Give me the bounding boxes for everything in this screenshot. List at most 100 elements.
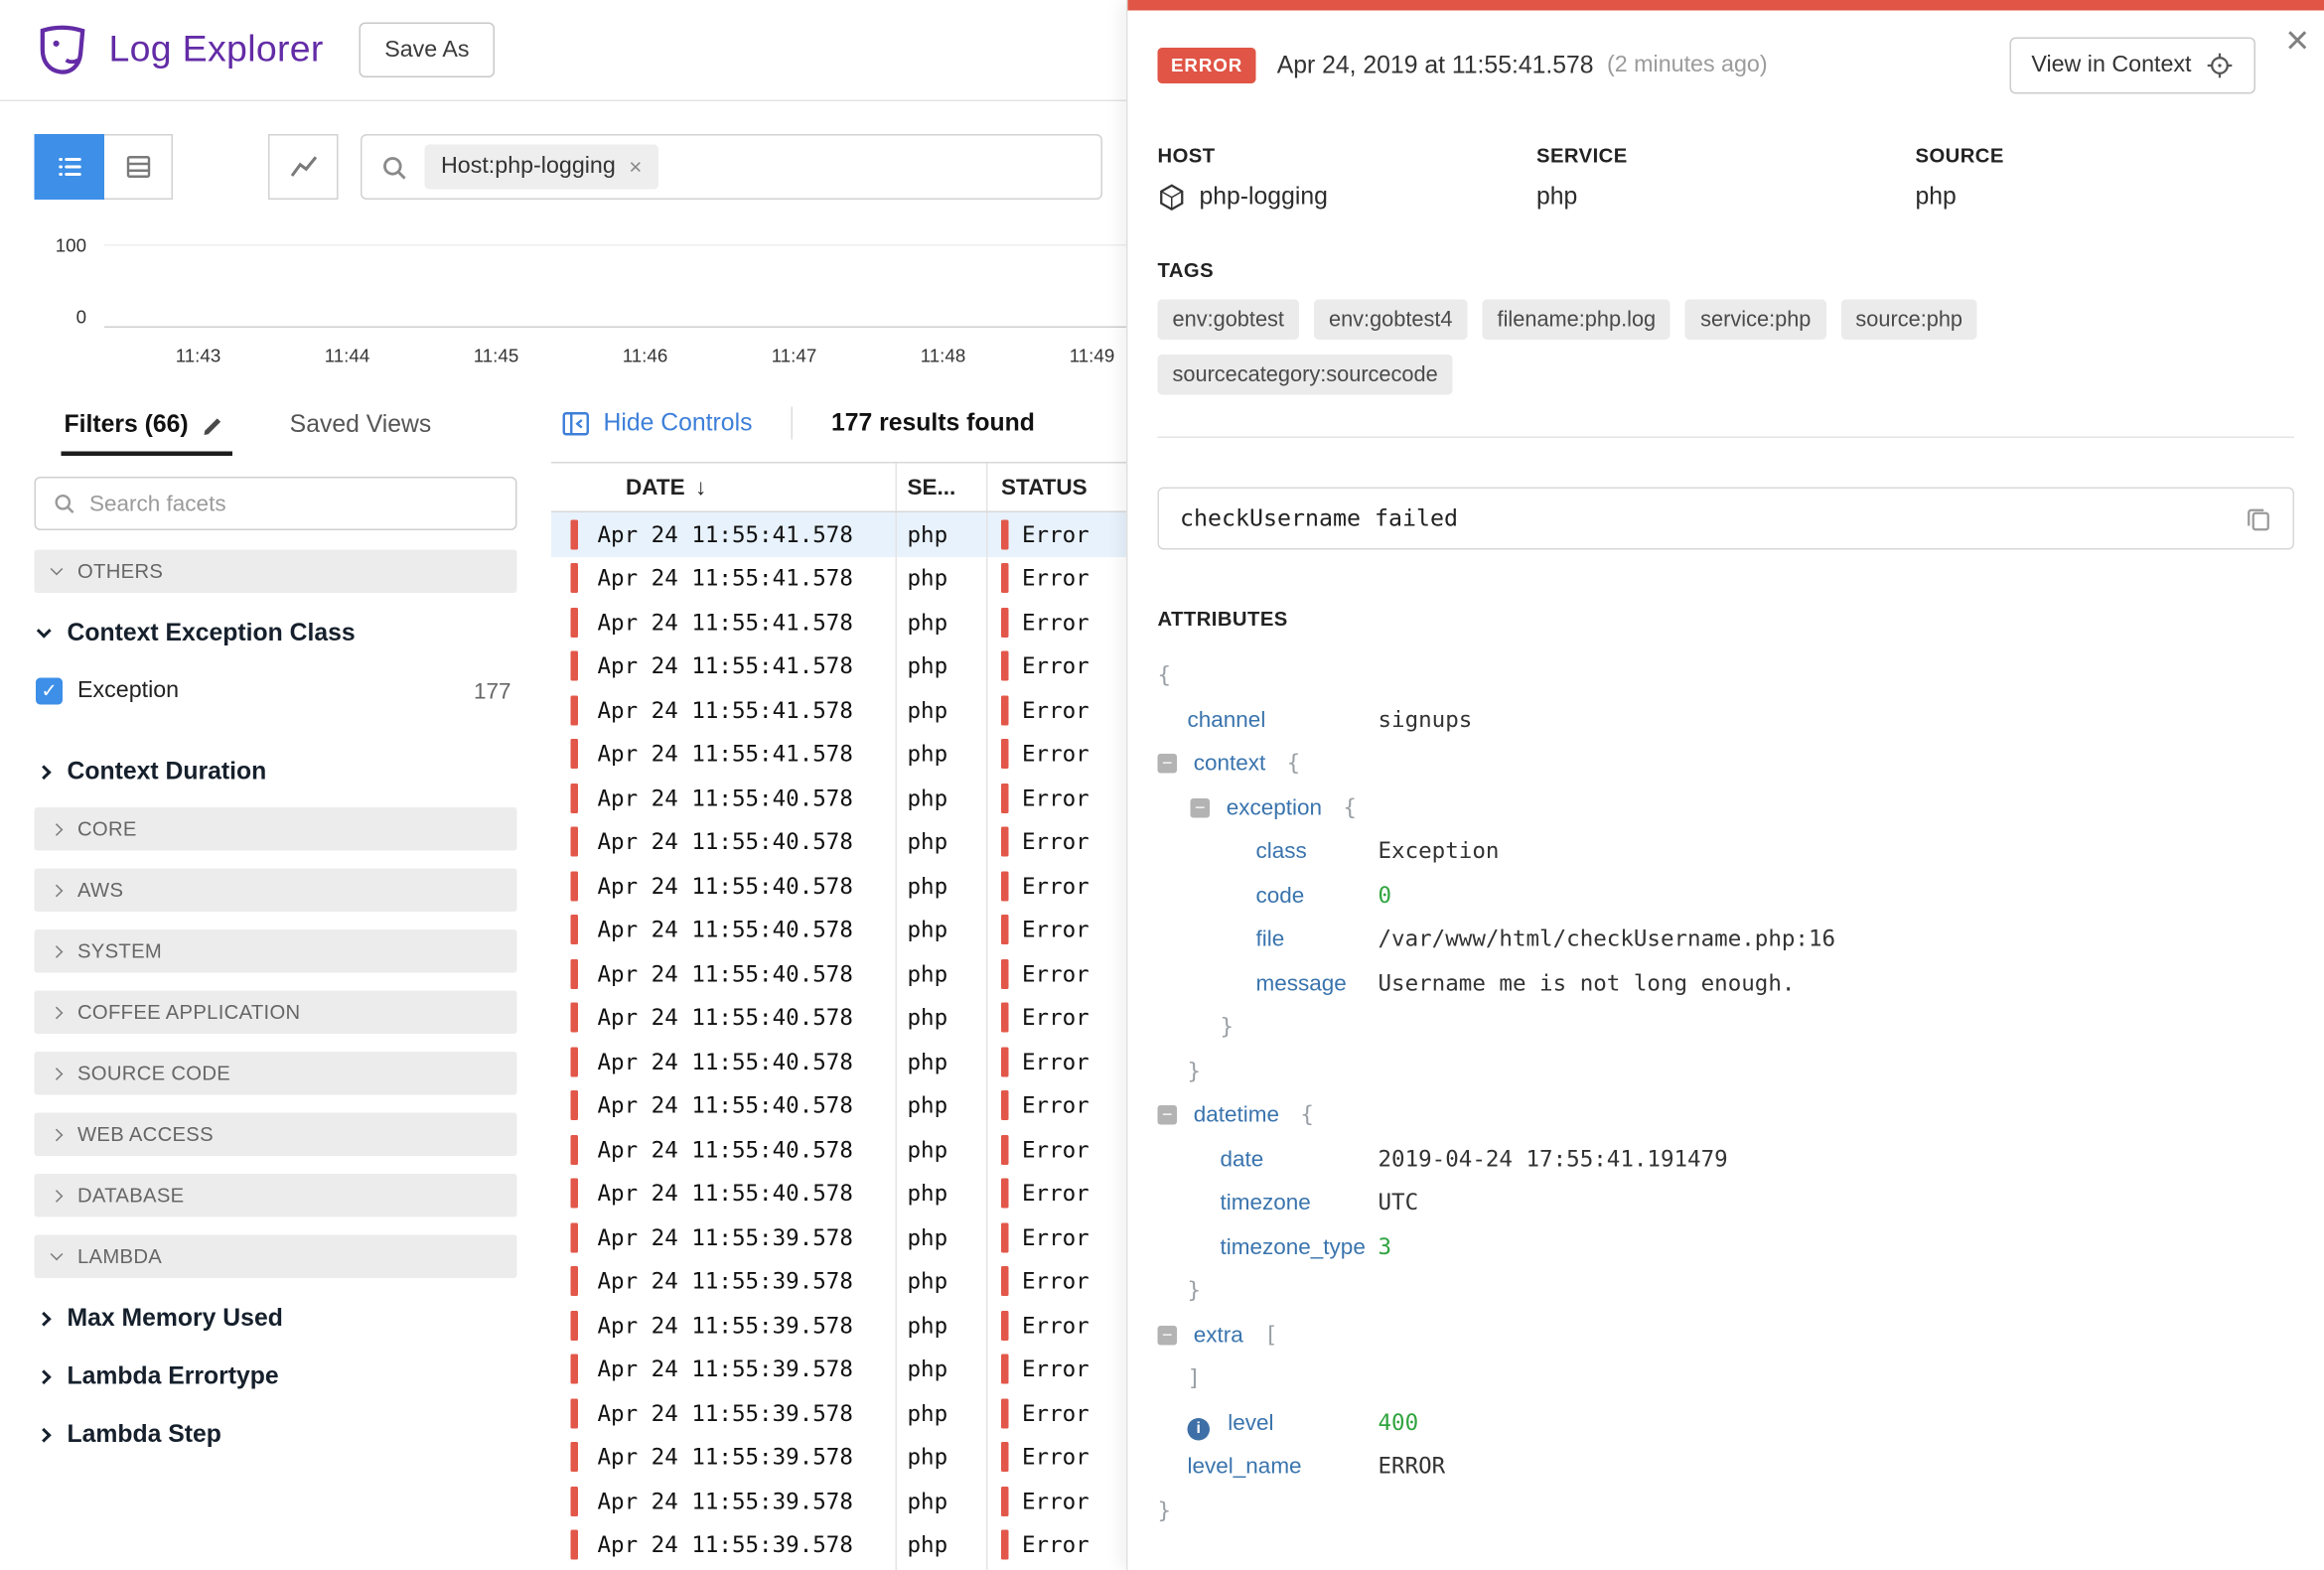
log-row[interactable]: Apr 24 11:55:40.578 php Error bbox=[551, 1128, 1126, 1172]
facet-item[interactable]: ✓ Context Exception Class bbox=[35, 611, 517, 655]
log-row[interactable]: Apr 24 11:55:40.578 php Error bbox=[551, 1083, 1126, 1127]
column-date[interactable]: DATE bbox=[626, 475, 685, 500]
log-row[interactable]: Apr 24 11:55:41.578 php Error bbox=[551, 732, 1126, 776]
log-row[interactable]: Apr 24 11:55:41.578 php Error bbox=[551, 556, 1126, 600]
log-row[interactable]: Apr 24 11:55:41.578 php Error bbox=[551, 644, 1126, 688]
attribute-key[interactable]: channel bbox=[1188, 707, 1266, 733]
log-row[interactable]: Apr 24 11:55:41.578 php Error bbox=[551, 688, 1126, 732]
host-column: HOST php-logging bbox=[1158, 145, 1536, 213]
severity-bar bbox=[571, 1355, 579, 1384]
log-row[interactable]: Apr 24 11:55:39.578 php Error bbox=[551, 1259, 1126, 1303]
facet-item[interactable]: ✓ Max Memory Used bbox=[35, 1296, 517, 1341]
tag[interactable]: source:php bbox=[1840, 300, 1977, 341]
facet-item[interactable]: ✓ DATABASE bbox=[35, 1174, 517, 1217]
log-row[interactable]: Apr 24 11:55:39.578 php Error bbox=[551, 1348, 1126, 1391]
tag[interactable]: env:gobtest4 bbox=[1314, 300, 1468, 341]
attribute-key[interactable]: context bbox=[1194, 751, 1266, 777]
service-value[interactable]: php bbox=[1536, 184, 1577, 213]
log-service: php bbox=[896, 601, 988, 644]
chart-plot-area[interactable] bbox=[104, 244, 1126, 328]
attribute-key[interactable]: extra bbox=[1194, 1322, 1243, 1348]
facet-item[interactable]: ✓ Lambda Step bbox=[35, 1412, 517, 1457]
facet-item[interactable]: ✓ AWS bbox=[35, 869, 517, 913]
collapse-toggle-icon[interactable]: − bbox=[1158, 1105, 1178, 1125]
collapse-toggle-icon[interactable]: − bbox=[1158, 1325, 1178, 1345]
hide-controls-button[interactable]: Hide Controls bbox=[562, 409, 753, 438]
attribute-key[interactable]: message bbox=[1256, 970, 1347, 996]
host-label: HOST bbox=[1158, 145, 1536, 168]
attribute-key[interactable]: timezone bbox=[1221, 1191, 1311, 1216]
facet-label: OTHERS bbox=[77, 560, 163, 583]
explorer-region: Log Explorer Save As Host:php-logging × … bbox=[0, 0, 1126, 1570]
attribute-key[interactable]: level_name bbox=[1188, 1454, 1302, 1480]
facet-item[interactable]: ✓ Lambda Errortype bbox=[35, 1355, 517, 1399]
attribute-key[interactable]: code bbox=[1256, 883, 1305, 909]
facet-search[interactable] bbox=[35, 477, 517, 530]
search-filter-pill[interactable]: Host:php-logging × bbox=[425, 145, 658, 190]
attribute-key[interactable]: level bbox=[1228, 1410, 1273, 1436]
log-row[interactable]: Apr 24 11:55:40.578 php Error bbox=[551, 908, 1126, 951]
log-row[interactable]: Apr 24 11:55:41.578 php Error bbox=[551, 601, 1126, 644]
facet-item[interactable]: ✓ CORE bbox=[35, 807, 517, 851]
tag[interactable]: filename:php.log bbox=[1483, 300, 1671, 341]
log-row[interactable]: Apr 24 11:55:40.578 php Error bbox=[551, 996, 1126, 1040]
tag[interactable]: sourcecategory:sourcecode bbox=[1158, 355, 1453, 395]
attributes-label: ATTRIBUTES bbox=[1158, 608, 2295, 631]
log-row[interactable]: Apr 24 11:55:39.578 php Error bbox=[551, 1523, 1126, 1567]
log-row[interactable]: Apr 24 11:55:40.578 php Error bbox=[551, 864, 1126, 908]
host-icon bbox=[1158, 184, 1187, 213]
log-row[interactable]: Apr 24 11:55:39.578 php Error bbox=[551, 1304, 1126, 1348]
attribute-key[interactable]: timezone_type bbox=[1221, 1234, 1366, 1260]
column-service[interactable]: SE... bbox=[896, 464, 988, 511]
facet-item[interactable]: ✓ SYSTEM bbox=[35, 929, 517, 973]
collapse-toggle-icon[interactable]: − bbox=[1191, 797, 1211, 817]
facet-item[interactable]: ✓ WEB ACCESS bbox=[35, 1113, 517, 1157]
attribute-key[interactable]: class bbox=[1256, 839, 1307, 865]
close-icon[interactable]: × bbox=[2285, 21, 2309, 62]
attribute-key[interactable]: date bbox=[1221, 1146, 1264, 1172]
table-view-icon bbox=[121, 151, 154, 184]
tab-filters[interactable]: Filters (66) bbox=[65, 393, 227, 456]
log-row[interactable]: Apr 24 11:55:39.578 php Error bbox=[551, 1435, 1126, 1479]
view-table-button[interactable] bbox=[103, 134, 174, 200]
log-row[interactable]: Apr 24 11:55:40.578 php Error bbox=[551, 1172, 1126, 1215]
attribute-key[interactable]: file bbox=[1256, 927, 1285, 952]
search-bar[interactable]: Host:php-logging × bbox=[361, 134, 1102, 200]
log-row[interactable]: Apr 24 11:55:39.578 php Error bbox=[551, 1480, 1126, 1523]
log-row[interactable]: Apr 24 11:55:41.578 php Error bbox=[551, 512, 1126, 556]
facet-item[interactable]: ✓ COFFEE APPLICATION bbox=[35, 991, 517, 1035]
column-status[interactable]: STATUS bbox=[988, 475, 1127, 500]
severity-bar bbox=[571, 1487, 579, 1516]
tab-saved-views[interactable]: Saved Views bbox=[290, 393, 432, 456]
view-chart-button[interactable] bbox=[268, 134, 339, 200]
remove-filter-icon[interactable]: × bbox=[629, 156, 642, 179]
attribute-key[interactable]: exception bbox=[1227, 794, 1322, 820]
host-value[interactable]: php-logging bbox=[1200, 184, 1328, 213]
facet-item[interactable]: ✓ OTHERS bbox=[35, 550, 517, 594]
tags-label: TAGS bbox=[1158, 259, 2295, 282]
facet-item[interactable]: ✓ LAMBDA bbox=[35, 1235, 517, 1279]
log-row[interactable]: Apr 24 11:55:39.578 php Error bbox=[551, 1215, 1126, 1259]
attribute-row: − i ] bbox=[1158, 1357, 2295, 1401]
attribute-key[interactable]: datetime bbox=[1194, 1102, 1279, 1128]
facet-search-input[interactable] bbox=[89, 491, 500, 516]
status-bar bbox=[1001, 1398, 1009, 1428]
attribute-row: − i message Username me is not long enou… bbox=[1158, 961, 2295, 1005]
copy-icon[interactable] bbox=[2246, 505, 2272, 532]
log-row[interactable]: Apr 24 11:55:40.578 php Error bbox=[551, 820, 1126, 864]
facet-item[interactable]: ✓ Exception 177 bbox=[35, 669, 517, 714]
log-row[interactable]: Apr 24 11:55:40.578 php Error bbox=[551, 777, 1126, 820]
sort-descending-icon[interactable]: ↓ bbox=[695, 475, 706, 500]
collapse-toggle-icon[interactable]: − bbox=[1158, 754, 1178, 774]
log-row[interactable]: Apr 24 11:55:40.578 php Error bbox=[551, 952, 1126, 996]
tag[interactable]: service:php bbox=[1685, 300, 1825, 341]
facet-item[interactable]: ✓ Context Duration bbox=[35, 750, 517, 794]
log-row[interactable]: Apr 24 11:55:39.578 php Error bbox=[551, 1391, 1126, 1435]
tag[interactable]: env:gobtest bbox=[1158, 300, 1299, 341]
facet-item[interactable]: ✓ SOURCE CODE bbox=[35, 1052, 517, 1095]
save-as-button[interactable]: Save As bbox=[360, 23, 495, 78]
log-row[interactable]: Apr 24 11:55:40.578 php Error bbox=[551, 1040, 1126, 1083]
view-list-button[interactable] bbox=[35, 134, 105, 200]
view-in-context-button[interactable]: View in Context bbox=[2009, 38, 2255, 94]
facet-checkbox[interactable]: ✓ bbox=[36, 678, 63, 705]
